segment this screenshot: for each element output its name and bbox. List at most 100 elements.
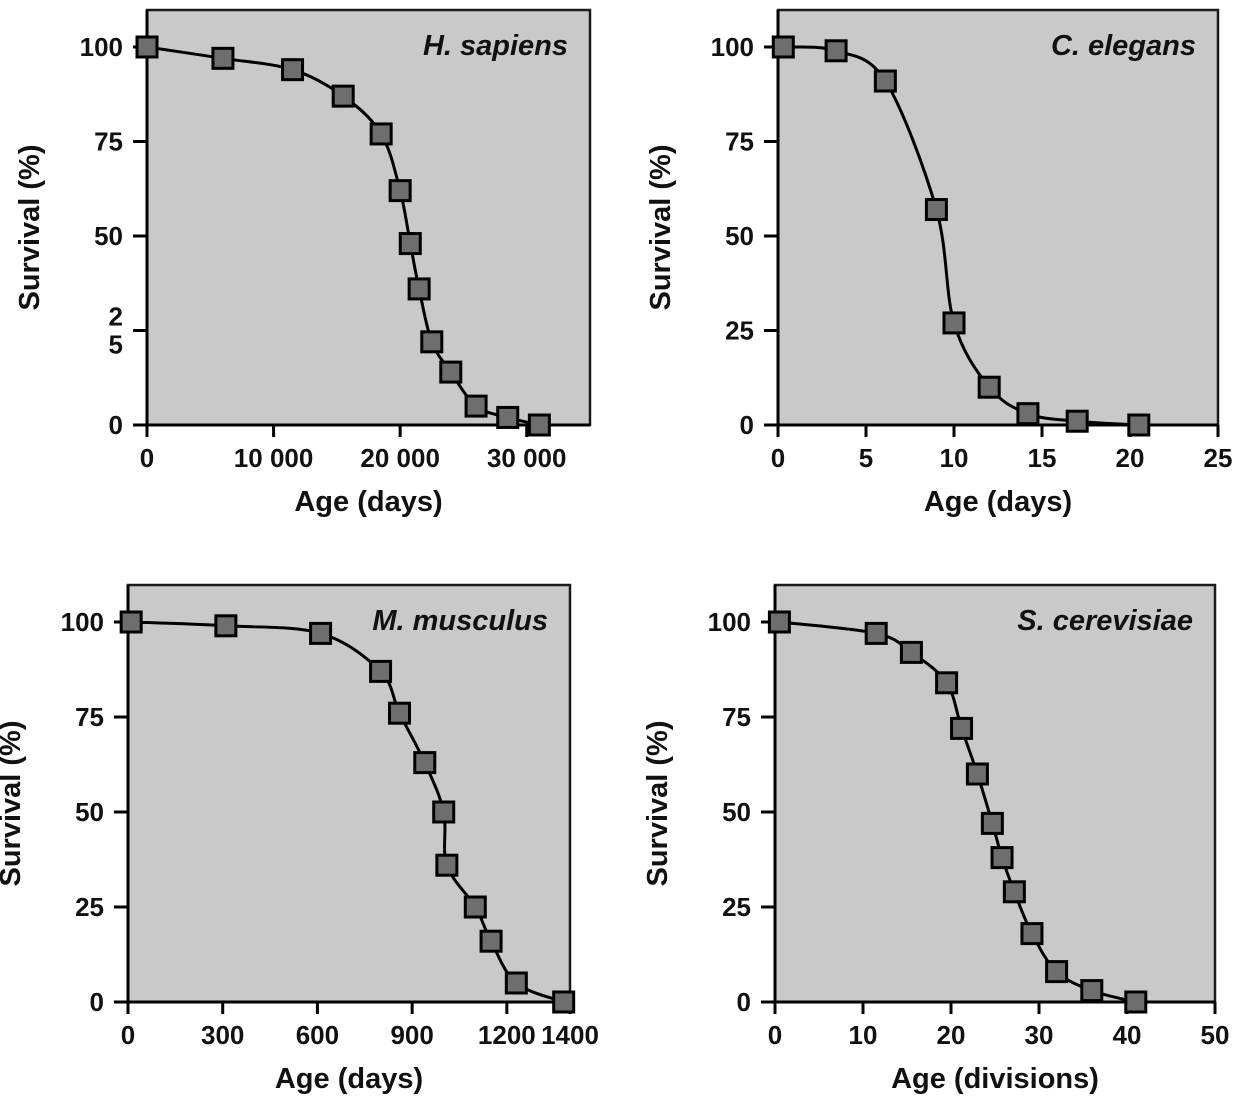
data-point-marker — [824, 39, 848, 63]
survival-curve — [783, 45, 1139, 427]
data-point-marker — [965, 762, 989, 786]
y-tick-label: 50 — [94, 221, 123, 251]
data-point-marker — [1016, 402, 1040, 426]
y-tick-label: 75 — [722, 702, 751, 732]
data-point-marker — [552, 990, 576, 1014]
y-tick-label: 75 — [725, 127, 754, 157]
data-point-marker — [369, 659, 393, 683]
data-point-marker — [388, 179, 412, 203]
data-point-marker — [924, 198, 948, 222]
data-point-marker — [771, 35, 795, 59]
data-point-marker — [935, 671, 959, 695]
x-tick-label: 50 — [1201, 1020, 1230, 1050]
x-tick-label: 5 — [859, 443, 873, 473]
y-tick-label: 0 — [109, 410, 123, 440]
y-tick-label: 75 — [75, 702, 104, 732]
x-tick-label: 300 — [201, 1020, 244, 1050]
x-tick-label: 20 — [1116, 443, 1145, 473]
data-point-marker — [211, 46, 235, 70]
data-point-marker — [977, 375, 1001, 399]
data-point-marker — [1080, 979, 1104, 1003]
data-point-marker — [864, 621, 888, 645]
data-point-marker — [767, 610, 791, 634]
y-tick-label: 100 — [711, 32, 754, 62]
data-point-marker — [388, 701, 412, 725]
y-tick-label: 0 — [90, 987, 104, 1017]
data-point-marker — [435, 853, 459, 877]
y-tick-label: 50 — [722, 797, 751, 827]
y-axis-title: Survival (%) — [642, 721, 674, 887]
x-tick-label: 20 — [937, 1020, 966, 1050]
data-point-marker — [1020, 922, 1044, 946]
chart-panel: 0 25 50 75 100 0 10 20 30 40 50 Age (divisions) Surv… — [642, 583, 1230, 1095]
data-point-marker — [407, 277, 431, 301]
y-tick-label: 0 — [737, 987, 751, 1017]
data-point-marker — [420, 330, 444, 354]
x-tick-label: 10 — [940, 443, 969, 473]
x-tick-label: 30 — [1025, 1020, 1054, 1050]
plot-area — [773, 583, 1217, 1004]
x-tick-label: 1400 — [541, 1020, 599, 1050]
x-tick-label: 0 — [768, 1020, 782, 1050]
data-point-marker — [527, 413, 551, 437]
y-tick-label: 25 — [75, 892, 104, 922]
panel-title: S. cerevisiae — [1017, 605, 1193, 637]
data-point-marker — [119, 610, 143, 634]
x-tick-label: 10 — [849, 1020, 878, 1050]
x-axis-title: Age (days) — [275, 1063, 423, 1095]
x-tick-label: 15 — [1028, 443, 1057, 473]
plot-area — [776, 8, 1220, 427]
data-point-marker — [1127, 413, 1151, 437]
data-point-marker — [942, 311, 966, 335]
data-point-marker — [1065, 409, 1089, 433]
y-tick-label: 100 — [708, 607, 751, 637]
chart-panel: 0 25 50 75 100 0 5 10 15 20 25 Age (days) Survival (… — [645, 8, 1233, 518]
x-tick-label: 0 — [771, 443, 785, 473]
data-point-marker — [463, 895, 487, 919]
data-point-marker — [398, 232, 422, 256]
data-point-marker — [504, 971, 528, 995]
x-tick-label: 900 — [390, 1020, 433, 1050]
x-tick-label: 25 — [1204, 443, 1233, 473]
y-axis-title: Survival (%) — [0, 721, 27, 887]
y-axis-title: Survival (%) — [645, 145, 677, 311]
data-point-marker — [980, 811, 1004, 835]
data-point-marker — [1124, 990, 1148, 1014]
x-axis-title: Age (divisions) — [891, 1063, 1099, 1095]
y-tick-label: 50 — [725, 221, 754, 251]
data-point-marker — [899, 640, 923, 664]
data-point-marker — [369, 122, 393, 146]
x-tick-label: 1200 — [478, 1020, 536, 1050]
data-point-marker — [214, 614, 238, 638]
data-point-marker — [413, 751, 437, 775]
y-tick-label: 25 — [725, 316, 754, 346]
data-point-marker — [135, 35, 159, 59]
data-point-marker — [432, 800, 456, 824]
x-tick-label: 600 — [296, 1020, 339, 1050]
x-axis-title: Age (days) — [924, 486, 1072, 518]
data-point-marker — [479, 929, 503, 953]
y-tick-label: 0 — [740, 410, 754, 440]
data-point-marker — [464, 394, 488, 418]
data-point-marker — [496, 405, 520, 429]
y-tick-label: 50 — [75, 797, 104, 827]
x-axis-title: Age (days) — [294, 486, 442, 518]
x-tick-label: 30 000 — [487, 443, 567, 473]
panel-title: C. elegans — [1051, 30, 1196, 62]
data-point-marker — [990, 846, 1014, 870]
x-tick-label: 0 — [121, 1020, 135, 1050]
y-tick-label: 100 — [61, 607, 104, 637]
data-point-marker — [439, 360, 463, 384]
data-point-marker — [1002, 880, 1026, 904]
data-point-marker — [950, 716, 974, 740]
plot-area — [145, 8, 592, 427]
chart-panel: 0 25 50 75 100 0 300 600 900 1200 1400 Age (days) Su… — [0, 583, 599, 1095]
y-tick-label: 25 — [722, 892, 751, 922]
x-tick-label: 40 — [1113, 1020, 1142, 1050]
y-tick-label: 100 — [80, 32, 123, 62]
y-tick-label: 75 — [94, 127, 123, 157]
x-tick-label: 20 000 — [360, 443, 440, 473]
panel-title: H. sapiens — [423, 30, 568, 62]
